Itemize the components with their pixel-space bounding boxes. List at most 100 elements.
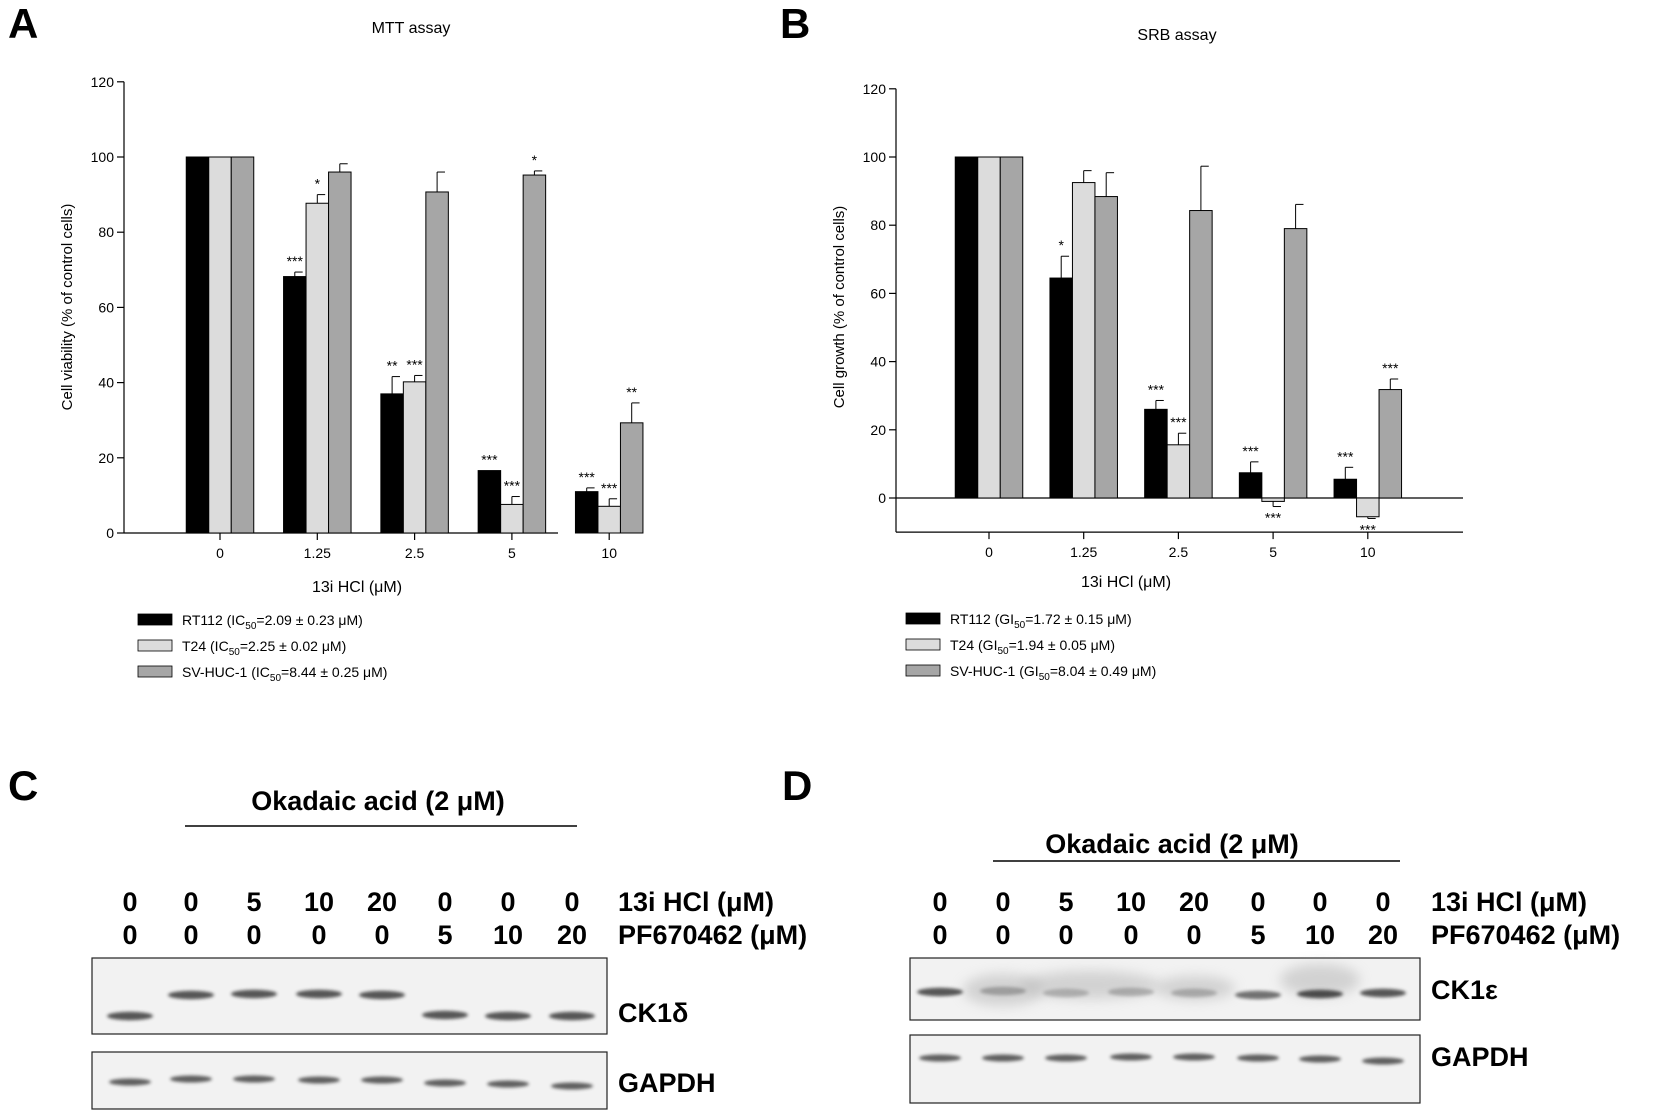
x-axis-label: 13i HCl (μM) [1081, 574, 1171, 591]
gapdh-band [1299, 1055, 1341, 1063]
gapdh-band [1362, 1057, 1404, 1065]
band2-label: GAPDH [618, 1068, 716, 1098]
legend-swatch [137, 665, 173, 678]
bar [1333, 478, 1358, 499]
x-tick-label: 2.5 [1169, 544, 1189, 560]
compound-dose: 0 [1312, 887, 1327, 917]
compound-dose: 20 [1179, 887, 1209, 917]
gapdh-band [919, 1054, 961, 1062]
compound-dose: 5 [246, 887, 261, 917]
bar [402, 381, 427, 534]
significance-label: *** [1337, 448, 1354, 464]
significance-label: *** [481, 452, 498, 468]
gapdh-band [487, 1080, 529, 1088]
legend-label: SV-HUC-1 (IC50=8.44 ± 0.25 μM) [182, 664, 387, 684]
membrane-band2 [909, 1034, 1421, 1104]
compound-dose: 0 [183, 887, 198, 917]
inhibitor-dose: 10 [1305, 920, 1335, 950]
inhibitor-dose: 0 [1186, 920, 1201, 950]
bar [305, 202, 330, 534]
gapdh-band [170, 1075, 212, 1083]
bar [522, 174, 547, 534]
bar [185, 156, 210, 534]
gapdh-band [233, 1075, 275, 1083]
significance-label: * [315, 176, 321, 192]
compound-dose: 5 [1058, 887, 1073, 917]
inhibitor-dose: 5 [1250, 920, 1265, 950]
significance-label: *** [1360, 521, 1377, 537]
significance-label: ** [387, 358, 398, 374]
bar [1166, 444, 1191, 499]
significance-label: *** [601, 480, 618, 496]
band1-label: CK1ε [1431, 975, 1498, 1005]
y-tick-label: 40 [870, 354, 886, 370]
x-tick-label: 1.25 [304, 545, 331, 561]
x-tick-label: 5 [1269, 544, 1277, 560]
membrane-band2 [91, 1051, 608, 1110]
x-tick-label: 0 [216, 545, 224, 561]
compound-dose: 20 [367, 887, 397, 917]
significance-label: *** [1148, 381, 1165, 397]
gapdh-band [361, 1076, 403, 1084]
compound-dose: 10 [304, 887, 334, 917]
mtt-chart: MTT assay Cell viability (% of control c… [59, 20, 644, 684]
panel-letter-c: C [8, 762, 38, 809]
protein-band [1108, 987, 1154, 997]
band1-label: CK1δ [618, 998, 688, 1028]
x-tick-label: 10 [1360, 544, 1376, 560]
bar [619, 422, 644, 534]
inhibitor-dose: 0 [311, 920, 326, 950]
legend-swatch [905, 638, 941, 651]
inhibitor-dose: 0 [1058, 920, 1073, 950]
bar [500, 503, 524, 534]
legend-label: T24 (GI50=1.94 ± 0.05 μM) [950, 637, 1115, 657]
significance-label: *** [1170, 414, 1187, 430]
gapdh-band [982, 1054, 1024, 1062]
inhibitor-dose: 0 [374, 920, 389, 950]
y-tick-label: 20 [98, 450, 114, 466]
gapdh-band [298, 1076, 340, 1084]
inhibitor-dose: 0 [246, 920, 261, 950]
legend-swatch [905, 612, 941, 625]
protein-band [1360, 988, 1406, 998]
legend-swatch [137, 613, 173, 626]
treatment-label: Okadaic acid (2 μM) [251, 786, 505, 816]
protein-band [107, 1011, 153, 1021]
y-tick-label: 20 [870, 422, 886, 438]
compound-dose: 0 [437, 887, 452, 917]
inhibitor-dose: 0 [932, 920, 947, 950]
bar [1261, 497, 1285, 502]
bar [1189, 210, 1213, 499]
protein-band [485, 1011, 531, 1021]
bar [230, 156, 255, 534]
inhibitor-dose: 0 [995, 920, 1010, 950]
protein-band [1043, 988, 1089, 998]
y-axis-label: Cell growth (% of control cells) [831, 206, 848, 409]
x-axis-label: 13i HCl (μM) [312, 579, 402, 596]
protein-band [917, 987, 963, 997]
y-tick-label: 80 [98, 224, 114, 240]
compound-dose: 0 [995, 887, 1010, 917]
compound-dose: 10 [1116, 887, 1146, 917]
protein-band [549, 1011, 595, 1021]
bar [1071, 182, 1096, 499]
significance-label: * [1058, 237, 1064, 253]
y-tick-label: 60 [98, 299, 114, 315]
gapdh-band [424, 1079, 466, 1087]
gapdh-band [1045, 1054, 1087, 1062]
western-blot-c: Okadaic acid (2 μM) 0 0 5 10 20 0 0 0 0 0 0 0 0 5 10 2… [91, 786, 807, 1110]
inhibitor-label: PF670462 (μM) [1431, 920, 1620, 950]
bar [574, 491, 599, 534]
bar [977, 156, 1001, 499]
panel-letter-d: D [782, 762, 812, 809]
bar [954, 156, 979, 499]
protein-band [1297, 989, 1343, 999]
gapdh-band [1237, 1054, 1279, 1062]
bar [477, 470, 502, 534]
y-tick-label: 60 [870, 285, 886, 301]
protein-band [359, 990, 405, 1000]
x-tick-label: 2.5 [405, 545, 425, 561]
x-tick-label: 0 [985, 544, 993, 560]
bar [1144, 408, 1168, 499]
y-tick-label: 0 [106, 525, 114, 541]
